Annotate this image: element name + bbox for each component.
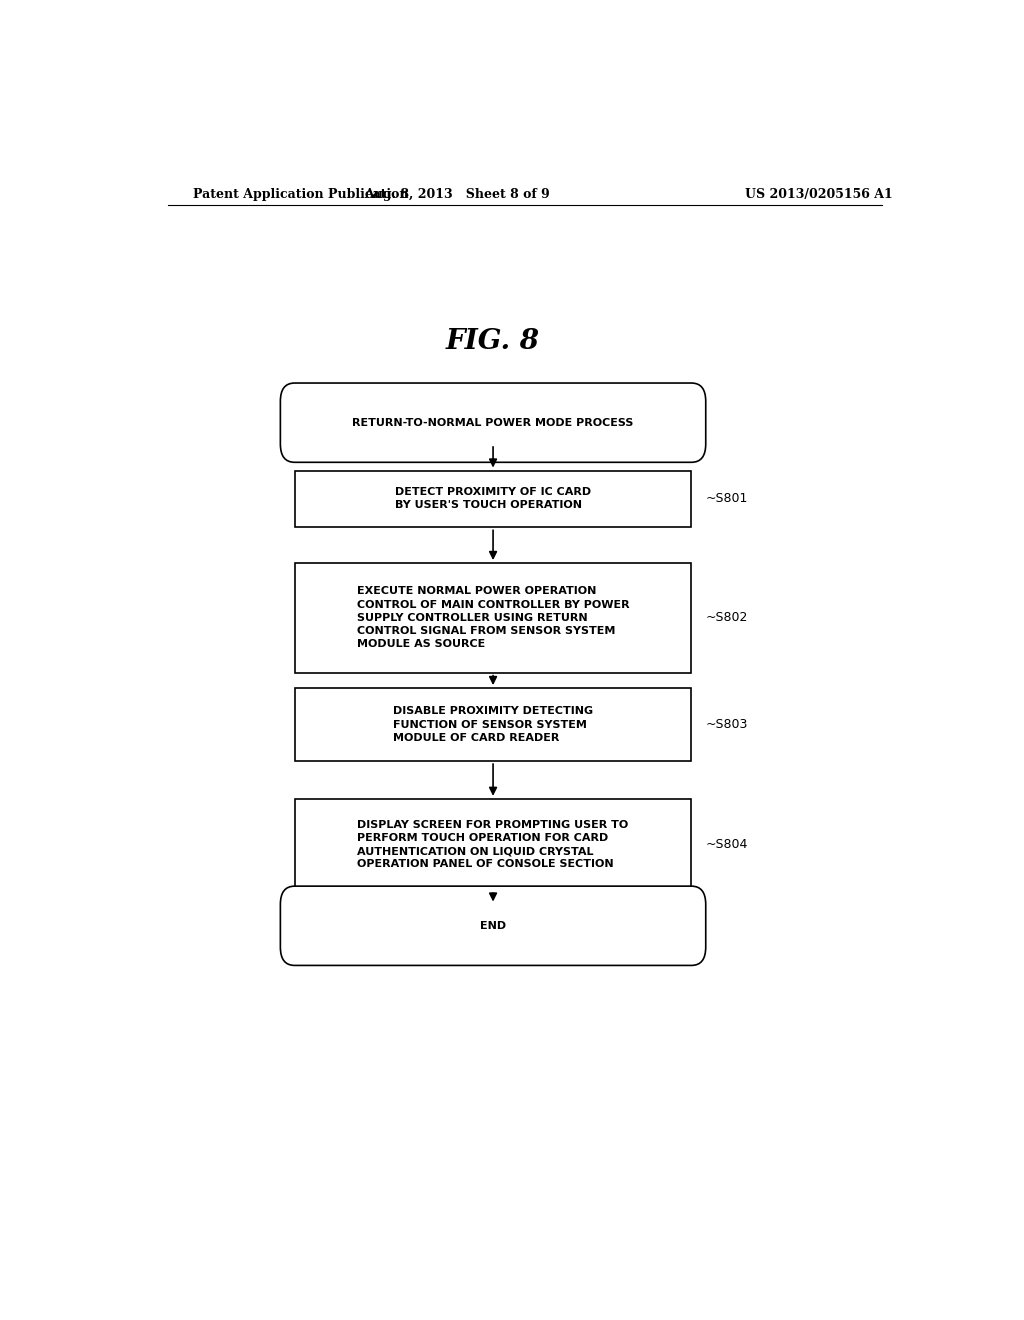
Bar	[295, 799, 691, 890]
Text: DISABLE PROXIMITY DETECTING
FUNCTION OF SENSOR SYSTEM
MODULE OF CARD READER: DISABLE PROXIMITY DETECTING FUNCTION OF …	[393, 706, 593, 743]
Text: RETURN-TO-NORMAL POWER MODE PROCESS: RETURN-TO-NORMAL POWER MODE PROCESS	[352, 417, 634, 428]
Text: Aug. 8, 2013   Sheet 8 of 9: Aug. 8, 2013 Sheet 8 of 9	[365, 189, 550, 202]
Text: END: END	[480, 921, 506, 931]
Text: EXECUTE NORMAL POWER OPERATION
CONTROL OF MAIN CONTROLLER BY POWER
SUPPLY CONTRO: EXECUTE NORMAL POWER OPERATION CONTROL O…	[356, 586, 630, 649]
Text: ~S804: ~S804	[706, 838, 749, 851]
Text: ~S801: ~S801	[706, 492, 749, 506]
Bar	[295, 471, 691, 527]
Text: Patent Application Publication: Patent Application Publication	[194, 189, 409, 202]
Text: US 2013/0205156 A1: US 2013/0205156 A1	[744, 189, 892, 202]
Bar	[295, 562, 691, 673]
Text: DETECT PROXIMITY OF IC CARD
BY USER'S TOUCH OPERATION: DETECT PROXIMITY OF IC CARD BY USER'S TO…	[395, 487, 591, 511]
Text: ~S802: ~S802	[706, 611, 749, 624]
Text: ~S803: ~S803	[706, 718, 749, 731]
FancyBboxPatch shape	[281, 383, 706, 462]
Text: DISPLAY SCREEN FOR PROMPTING USER TO
PERFORM TOUCH OPERATION FOR CARD
AUTHENTICA: DISPLAY SCREEN FOR PROMPTING USER TO PER…	[357, 820, 629, 870]
Text: FIG. 8: FIG. 8	[446, 327, 540, 355]
FancyBboxPatch shape	[281, 886, 706, 965]
Bar	[295, 688, 691, 762]
